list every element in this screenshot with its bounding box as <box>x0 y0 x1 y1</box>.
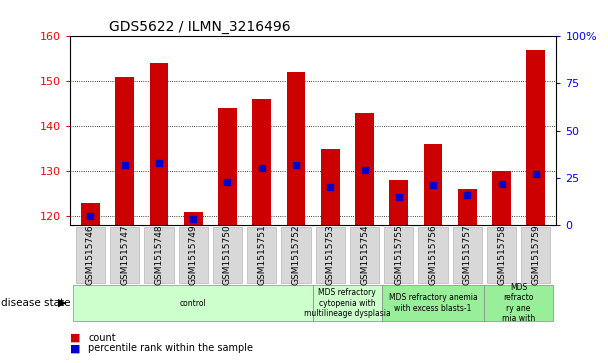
Point <box>531 171 541 177</box>
Text: GSM1515746: GSM1515746 <box>86 225 95 285</box>
Text: GSM1515756: GSM1515756 <box>429 225 438 285</box>
Text: MDS refractory
cytopenia with
multilineage dysplasia: MDS refractory cytopenia with multilinea… <box>304 288 391 318</box>
Bar <box>389 180 408 225</box>
Bar <box>527 50 545 225</box>
Point <box>120 162 130 168</box>
Text: MDS refractory anemia
with excess blasts-1: MDS refractory anemia with excess blasts… <box>389 293 477 313</box>
Point <box>188 216 198 222</box>
Point <box>86 213 95 219</box>
Bar <box>184 212 202 225</box>
Text: GSM1515758: GSM1515758 <box>497 225 506 285</box>
Text: GSM1515754: GSM1515754 <box>360 225 369 285</box>
Text: GSM1515747: GSM1515747 <box>120 225 130 285</box>
Bar <box>458 189 477 225</box>
Text: control: control <box>180 299 207 307</box>
Bar <box>492 171 511 225</box>
Bar <box>150 63 168 225</box>
Point <box>223 179 232 184</box>
Bar <box>218 108 237 225</box>
Point <box>497 181 506 187</box>
Text: ■: ■ <box>70 333 80 343</box>
Text: GSM1515749: GSM1515749 <box>188 225 198 285</box>
Text: GSM1515750: GSM1515750 <box>223 225 232 285</box>
Text: MDS
refracto
ry ane
mia with: MDS refracto ry ane mia with <box>502 283 535 323</box>
Text: ▶: ▶ <box>58 298 66 308</box>
Bar <box>321 149 340 225</box>
Bar <box>286 72 305 225</box>
Bar <box>355 113 374 225</box>
Bar <box>424 144 443 225</box>
Bar <box>81 203 100 225</box>
Point <box>428 183 438 188</box>
Text: count: count <box>88 333 116 343</box>
Point <box>257 166 266 171</box>
Point <box>394 194 404 200</box>
Text: GSM1515748: GSM1515748 <box>154 225 164 285</box>
Point <box>463 192 472 198</box>
Point <box>291 162 301 168</box>
Point <box>325 184 335 190</box>
Text: GSM1515757: GSM1515757 <box>463 225 472 285</box>
Bar <box>116 77 134 225</box>
Text: disease state: disease state <box>1 298 71 308</box>
Text: GSM1515755: GSM1515755 <box>394 225 403 285</box>
Text: GSM1515751: GSM1515751 <box>257 225 266 285</box>
Bar <box>252 99 271 225</box>
Text: GSM1515759: GSM1515759 <box>531 225 541 285</box>
Text: ■: ■ <box>70 343 80 354</box>
Text: GSM1515752: GSM1515752 <box>291 225 300 285</box>
Point <box>360 167 370 173</box>
Text: GDS5622 / ILMN_3216496: GDS5622 / ILMN_3216496 <box>109 20 291 34</box>
Text: percentile rank within the sample: percentile rank within the sample <box>88 343 253 354</box>
Point <box>154 160 164 166</box>
Text: GSM1515753: GSM1515753 <box>326 225 335 285</box>
